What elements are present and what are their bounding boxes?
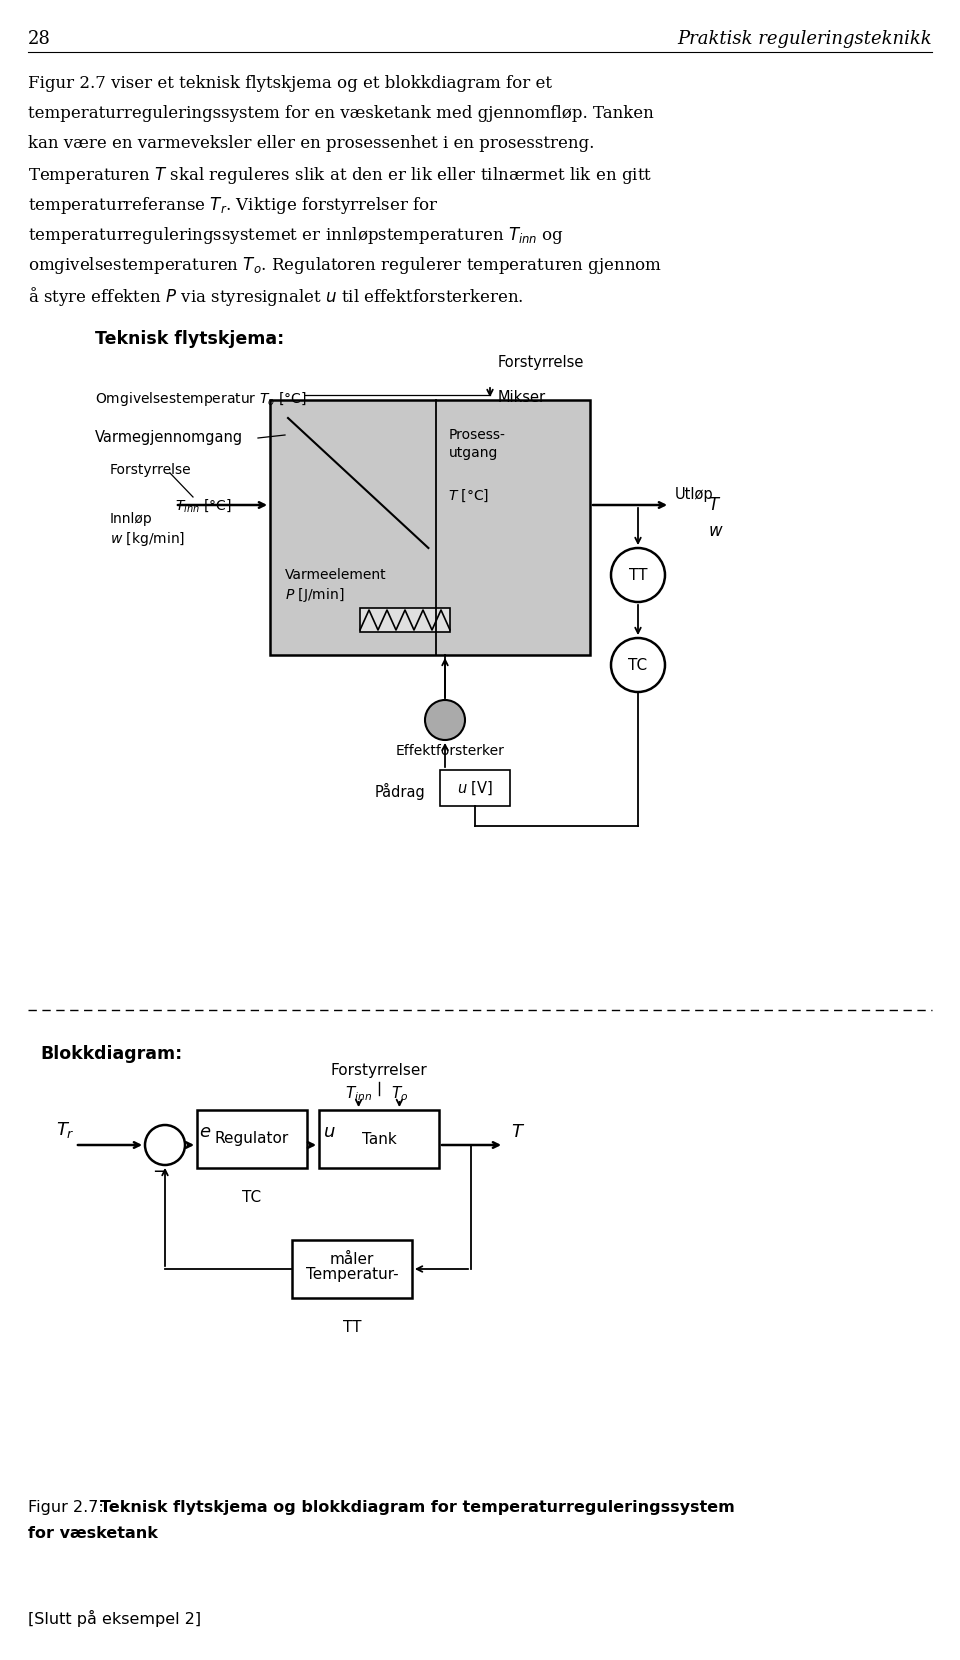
Text: Praktisk reguleringsteknikk: Praktisk reguleringsteknikk (678, 30, 932, 48)
Text: Innløp: Innløp (110, 511, 153, 526)
Text: Effektforsterker: Effektforsterker (396, 744, 504, 759)
Text: −: − (153, 1164, 168, 1180)
Text: Regulator: Regulator (215, 1132, 289, 1147)
Bar (440, 770, 510, 807)
Text: $P$ [J/min]: $P$ [J/min] (285, 586, 345, 604)
Text: utgang: utgang (448, 447, 498, 460)
Text: 28: 28 (28, 30, 51, 48)
Text: Varmegjennomgang: Varmegjennomgang (95, 430, 243, 445)
Text: temperaturreguleringssystem for en væsketank med gjennomfløp. Tanken: temperaturreguleringssystem for en væske… (28, 105, 654, 121)
Text: $w$: $w$ (708, 523, 724, 540)
Text: å styre effekten $P$ via styresignalet $u$ til effektforsterkeren.: å styre effekten $P$ via styresignalet $… (28, 286, 524, 309)
Text: $T$: $T$ (708, 496, 721, 515)
Text: TT: TT (629, 568, 647, 583)
Bar (197, 1111, 307, 1169)
Text: $T_{inn}$: $T_{inn}$ (345, 1084, 372, 1102)
Text: $e$: $e$ (199, 1124, 211, 1140)
Text: TC: TC (629, 657, 648, 672)
Text: Figur 2.7 viser et teknisk flytskjema og et blokkdiagram for et: Figur 2.7 viser et teknisk flytskjema og… (28, 75, 552, 91)
Text: $T$ [°C]: $T$ [°C] (448, 488, 490, 505)
Text: Teknisk flytskjema og blokkdiagram for temperaturreguleringssystem: Teknisk flytskjema og blokkdiagram for t… (100, 1501, 734, 1516)
Text: $w$ [kg/min]: $w$ [kg/min] (110, 530, 185, 548)
Text: Temperaturen $T$ skal reguleres slik at den er lik eller tilnærmet lik en gitt: Temperaturen $T$ skal reguleres slik at … (28, 164, 652, 186)
Text: [Slutt på eksempel 2]: [Slutt på eksempel 2] (28, 1610, 202, 1627)
Bar (270, 400, 590, 656)
Bar (319, 1111, 439, 1169)
Text: TT: TT (343, 1320, 361, 1335)
Text: omgivelsestemperaturen $T_o$. Regulatoren regulerer temperaturen gjennom: omgivelsestemperaturen $T_o$. Regulatore… (28, 256, 662, 276)
Text: måler: måler (330, 1252, 374, 1267)
Text: $u$: $u$ (323, 1124, 335, 1140)
Text: Temperatur-: Temperatur- (305, 1268, 398, 1283)
Text: Forstyrrelse: Forstyrrelse (110, 463, 192, 476)
Text: kan være en varmeveksler eller en prosessenhet i en prosesstreng.: kan være en varmeveksler eller en proses… (28, 134, 594, 153)
Text: Pådrag: Pådrag (375, 782, 425, 800)
Text: TC: TC (243, 1190, 261, 1205)
Text: for væsketank: for væsketank (28, 1526, 157, 1540)
Circle shape (425, 701, 465, 740)
Bar (292, 1240, 412, 1298)
Text: temperaturreferanse $T_r$. Viktige forstyrrelser for: temperaturreferanse $T_r$. Viktige forst… (28, 194, 439, 216)
Text: Teknisk flytskjema:: Teknisk flytskjema: (95, 330, 284, 349)
Text: Omgivelsestemperatur $T_o$ [°C]: Omgivelsestemperatur $T_o$ [°C] (95, 390, 306, 408)
Text: Figur 2.7:: Figur 2.7: (28, 1501, 108, 1516)
Text: $T_o$: $T_o$ (391, 1084, 408, 1102)
Text: Tank: Tank (362, 1132, 396, 1147)
Text: Mikser: Mikser (498, 390, 546, 405)
Text: Prosess-: Prosess- (448, 428, 505, 442)
Text: temperaturreguleringssystemet er innløpstemperaturen $T_{inn}$ og: temperaturreguleringssystemet er innløps… (28, 226, 564, 246)
Text: Forstyrrelse: Forstyrrelse (498, 355, 585, 370)
Text: Blokkdiagram:: Blokkdiagram: (40, 1046, 182, 1062)
Text: $T_r$: $T_r$ (56, 1120, 75, 1140)
Text: Forstyrrelser: Forstyrrelser (330, 1062, 427, 1077)
Text: $T_{inn}$ [°C]: $T_{inn}$ [°C] (175, 496, 231, 515)
Text: Varmeelement: Varmeelement (285, 568, 387, 583)
Text: Utløp: Utløp (675, 486, 713, 501)
Text: $u$ [V]: $u$ [V] (457, 779, 493, 797)
Text: $T$: $T$ (511, 1124, 525, 1140)
Bar (360, 608, 450, 632)
